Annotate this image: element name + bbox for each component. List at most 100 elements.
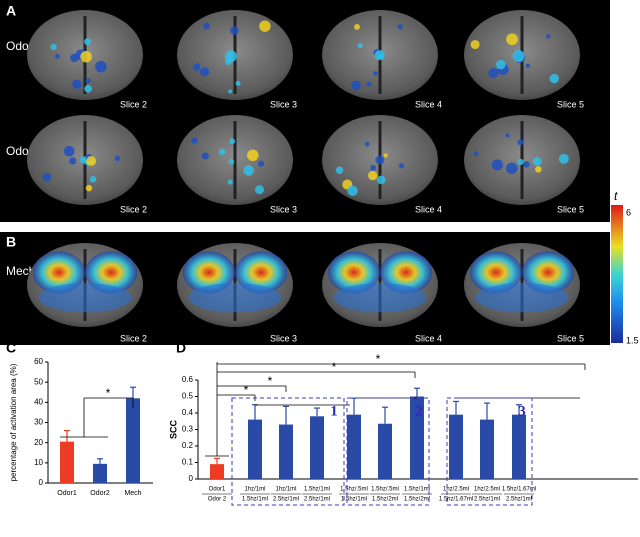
x-tick-label: Odor1 xyxy=(209,487,226,493)
activation xyxy=(42,172,52,182)
activation xyxy=(376,175,386,185)
activation xyxy=(182,251,235,294)
activation xyxy=(506,162,518,175)
panel-letter: C xyxy=(6,340,16,356)
slice-label: Slice 4 xyxy=(415,99,442,109)
activation xyxy=(63,145,75,157)
colorbar-min: 1.5 xyxy=(626,335,639,345)
y-tick-label: 60 xyxy=(34,357,43,366)
colorbar-label: t xyxy=(614,189,618,203)
bar xyxy=(347,414,361,479)
activation xyxy=(38,282,132,313)
activation xyxy=(218,148,226,156)
activation xyxy=(257,160,265,167)
activation xyxy=(70,53,79,63)
activation xyxy=(366,81,372,87)
x-tick-label: Odor 2 xyxy=(208,497,227,503)
slice-label: Slice 5 xyxy=(557,333,584,343)
sig-label: * xyxy=(106,386,111,400)
slice-label: Slice 3 xyxy=(270,333,297,343)
x-tick-label: 1hz/1ml xyxy=(275,487,296,493)
x-tick-label: 2.5hz/1ml xyxy=(506,497,532,503)
sig-label: * xyxy=(244,383,249,397)
activation xyxy=(86,156,97,166)
activation xyxy=(84,84,93,93)
activation xyxy=(235,251,288,294)
colorbar xyxy=(611,205,623,343)
activation xyxy=(69,157,77,165)
bar xyxy=(279,424,293,479)
activation xyxy=(558,153,569,164)
bar xyxy=(410,396,424,479)
activation xyxy=(114,155,121,162)
x-tick-label: 2.5hz/1ml xyxy=(474,497,500,503)
x-tick-label: 1hz/1ml xyxy=(244,487,265,493)
row-label: Mech xyxy=(6,264,35,278)
group-box xyxy=(231,397,345,506)
slice-label: Slice 4 xyxy=(415,204,442,214)
panel-letter: A xyxy=(6,3,16,19)
x-tick-label: 1.5hz/.5ml xyxy=(340,487,368,493)
activation xyxy=(80,50,92,63)
activation xyxy=(505,133,510,138)
bar xyxy=(310,416,324,479)
bar xyxy=(512,414,526,479)
activation xyxy=(230,26,239,35)
group-box xyxy=(446,397,533,506)
activation xyxy=(491,159,503,171)
x-tick-label: 1.5hz/1ml xyxy=(304,487,330,493)
activation xyxy=(347,185,358,196)
y-axis-label: SCC xyxy=(168,420,178,440)
x-tick-label: 1.5hz/2ml xyxy=(404,497,430,503)
activation xyxy=(327,251,380,294)
x-tick-label: 1hz/2.5ml xyxy=(474,487,500,493)
x-tick-label: 1.5hz/1.67ml xyxy=(502,487,536,493)
x-tick-label: Odor2 xyxy=(90,490,110,497)
activation xyxy=(228,158,235,165)
bar xyxy=(60,441,74,483)
slice-label: Slice 2 xyxy=(120,333,147,343)
activation xyxy=(335,166,344,175)
activation xyxy=(224,50,237,63)
activation xyxy=(525,63,530,68)
activation xyxy=(95,60,107,73)
activation xyxy=(357,43,363,49)
activation xyxy=(89,175,97,183)
y-tick-label: 0.2 xyxy=(182,441,194,450)
x-tick-label: 2.5hz/1ml xyxy=(273,497,299,503)
y-tick-label: 0.5 xyxy=(182,392,194,401)
activation xyxy=(243,165,255,176)
activation xyxy=(201,152,209,160)
y-tick-label: 10 xyxy=(34,458,43,467)
activation xyxy=(374,50,385,61)
activation xyxy=(199,67,210,77)
group-label: 3 xyxy=(518,403,526,419)
bar xyxy=(126,398,140,483)
x-tick-label: 1.5hz/1ml xyxy=(242,497,268,503)
sig-label: * xyxy=(376,352,381,366)
x-tick-label: 1.5hz/1ml xyxy=(341,497,367,503)
activation xyxy=(351,80,361,91)
activation xyxy=(383,153,388,158)
activation xyxy=(188,282,282,313)
slice-label: Slice 5 xyxy=(557,99,584,109)
activation xyxy=(496,59,506,70)
activation xyxy=(549,73,559,84)
activation xyxy=(235,80,241,86)
activation xyxy=(203,22,210,30)
sig-label: * xyxy=(268,374,273,388)
activation xyxy=(368,170,378,181)
activation xyxy=(397,24,403,30)
activation xyxy=(85,184,93,192)
y-tick-label: 40 xyxy=(34,397,43,406)
activation xyxy=(229,138,236,145)
slice-label: Slice 3 xyxy=(270,99,297,109)
activation xyxy=(247,149,259,162)
y-tick-label: 0 xyxy=(39,478,44,487)
y-tick-label: 0.1 xyxy=(182,458,194,467)
activation xyxy=(255,185,264,195)
activation xyxy=(517,158,524,165)
activation xyxy=(364,141,370,147)
bar xyxy=(248,419,262,479)
